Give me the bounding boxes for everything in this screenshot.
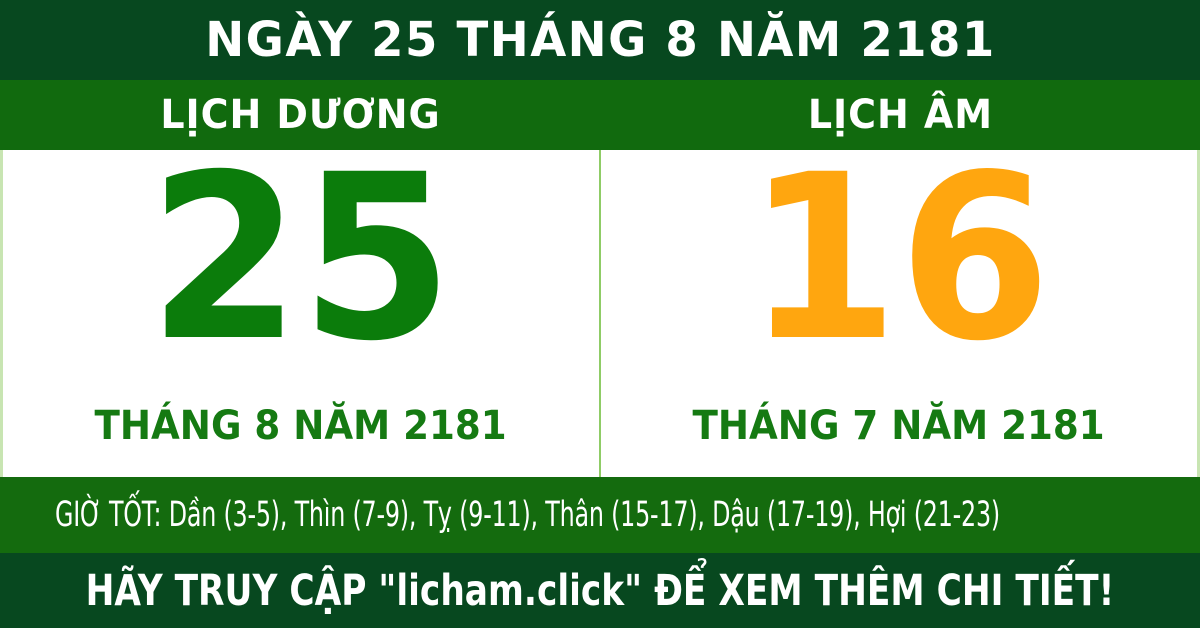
solar-day-number: 25: [148, 125, 454, 391]
date-header-band: NGÀY 25 THÁNG 8 NĂM 2181: [0, 0, 1200, 80]
lunar-calendar-label: LỊCH ÂM: [807, 92, 993, 138]
good-hours-text: GIỜ TỐT: Dần (3-5), Thìn (7-9), Tỵ (9-11…: [55, 495, 1001, 535]
calendar-type-band: LỊCH DƯƠNG LỊCH ÂM: [0, 80, 1200, 150]
lunar-calendar-header: LỊCH ÂM: [600, 80, 1200, 150]
solar-calendar-header: LỊCH DƯƠNG: [0, 80, 600, 150]
footer-cta-band: HÃY TRUY CẬP "licham.click" ĐỂ XEM THÊM …: [0, 553, 1200, 628]
solar-calendar-label: LỊCH DƯƠNG: [159, 92, 441, 138]
solar-month-year: THÁNG 8 NĂM 2181: [94, 403, 508, 449]
solar-panel: 25 THÁNG 8 NĂM 2181: [3, 144, 599, 477]
date-title: NGÀY 25 THÁNG 8 NĂM 2181: [204, 12, 996, 68]
good-hours-band: GIỜ TỐT: Dần (3-5), Thìn (7-9), Tỵ (9-11…: [0, 477, 1200, 553]
calendar-panels: 25 THÁNG 8 NĂM 2181 16 THÁNG 7 NĂM 2181: [0, 144, 1200, 477]
lunar-day-number: 16: [746, 125, 1052, 391]
footer-cta-text: HÃY TRUY CẬP "licham.click" ĐỂ XEM THÊM …: [85, 565, 1115, 616]
lunar-panel: 16 THÁNG 7 NĂM 2181: [601, 144, 1197, 477]
lunar-month-year: THÁNG 7 NĂM 2181: [692, 403, 1106, 449]
panel-divider: [599, 150, 601, 477]
